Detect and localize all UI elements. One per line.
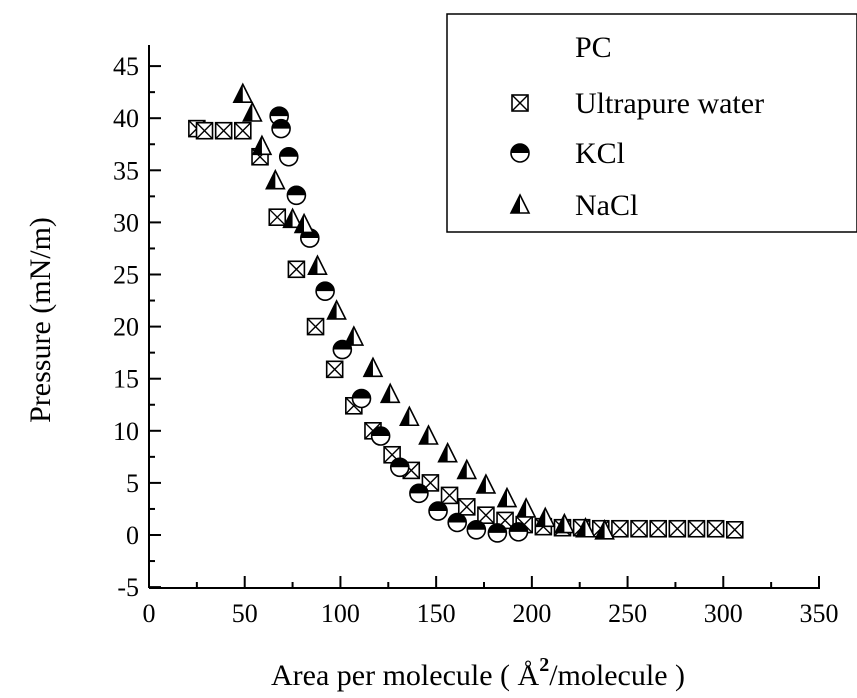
data-point — [242, 101, 263, 122]
x-tick-label: 50 — [232, 599, 258, 628]
series-ultrapure-water — [188, 119, 744, 539]
data-point — [447, 512, 468, 533]
data-point — [475, 473, 497, 494]
y-tick-label: 40 — [113, 104, 139, 133]
data-point — [389, 457, 410, 478]
x-tick-label: 250 — [608, 599, 647, 628]
data-point — [351, 388, 372, 409]
legend-items: Ultrapure water KCl NaCl — [509, 87, 764, 222]
data-point — [299, 228, 320, 248]
data-point — [649, 519, 668, 538]
data-point — [534, 506, 556, 528]
legend-box — [446, 13, 857, 233]
data-point — [265, 168, 286, 190]
data-point — [278, 146, 299, 167]
x-tick-label: 350 — [800, 599, 839, 628]
legend: PC Ultrapure water KCl NaCl — [446, 13, 857, 233]
data-point — [611, 519, 629, 538]
legend-label-ultrapure-water: Ultrapure water — [575, 87, 764, 120]
data-point — [370, 426, 391, 446]
x-tick-label: 100 — [321, 599, 360, 628]
data-point — [343, 325, 365, 346]
legend-label-nacl: NaCl — [575, 189, 638, 222]
data-point — [668, 519, 687, 538]
data-point — [409, 483, 429, 504]
legend-marker-ultrapure-water — [511, 94, 529, 112]
data-point — [362, 356, 384, 378]
data-point — [515, 497, 537, 518]
legend-marker-nacl — [509, 193, 531, 214]
data-point — [306, 317, 325, 336]
legend-label-kcl: KCl — [575, 137, 625, 170]
x-axis-title: Area per molecule ( Å2/molecule ) — [271, 654, 685, 692]
data-point — [325, 360, 344, 379]
x-tick-label: 150 — [417, 599, 456, 628]
data-point — [232, 82, 254, 104]
data-point — [293, 212, 315, 234]
data-point — [282, 207, 303, 229]
data-point — [287, 260, 306, 279]
data-point — [440, 486, 459, 505]
data-point — [418, 424, 439, 445]
data-point — [307, 254, 328, 275]
legend-title: PC — [575, 31, 612, 64]
data-point — [496, 486, 518, 508]
x-tick-label: 300 — [704, 599, 743, 628]
data-point — [399, 405, 420, 427]
data-point — [421, 474, 440, 492]
data-point — [326, 299, 347, 320]
data-point — [379, 382, 401, 404]
y-ticks: -5 0 5 10 15 20 25 30 35 40 45 — [113, 52, 161, 602]
y-tick-label: 20 — [113, 313, 139, 342]
data-point — [251, 134, 273, 156]
data-point — [456, 458, 478, 480]
data-point — [477, 506, 495, 525]
data-point — [437, 441, 458, 463]
data-point — [268, 208, 287, 226]
data-point — [315, 281, 335, 301]
data-point — [195, 121, 214, 140]
data-point — [594, 519, 615, 540]
y-tick-label: 0 — [126, 521, 139, 550]
x-ticks: 0 50 100 150 200 250 300 350 — [143, 576, 839, 628]
data-point — [706, 519, 725, 538]
x-tick-label: 200 — [512, 599, 551, 628]
series-nacl — [232, 82, 615, 540]
x-tick-label: 0 — [143, 599, 156, 628]
data-point — [271, 118, 291, 139]
data-point — [575, 516, 596, 538]
y-tick-label: 5 — [126, 469, 139, 498]
y-tick-label: 25 — [113, 261, 139, 290]
plot-series — [188, 82, 744, 543]
data-point — [487, 523, 508, 543]
legend-marker-kcl — [510, 143, 530, 163]
y-tick-label: 35 — [113, 156, 139, 185]
y-tick-label: 10 — [113, 417, 139, 446]
data-point — [466, 519, 487, 540]
y-axis-title: Pressure (mN/m) — [24, 217, 57, 423]
y-tick-label: -5 — [117, 573, 139, 602]
data-point — [508, 522, 529, 542]
data-point — [725, 520, 744, 539]
data-point — [234, 121, 252, 140]
y-tick-label: 15 — [113, 365, 139, 394]
data-point — [286, 185, 307, 206]
data-point — [630, 519, 648, 538]
data-point — [687, 519, 706, 538]
data-point — [554, 512, 575, 534]
y-tick-label: 45 — [113, 52, 139, 81]
data-point — [214, 121, 233, 140]
data-point — [457, 498, 476, 516]
y-tick-label: 30 — [113, 208, 139, 237]
data-point — [428, 501, 448, 521]
